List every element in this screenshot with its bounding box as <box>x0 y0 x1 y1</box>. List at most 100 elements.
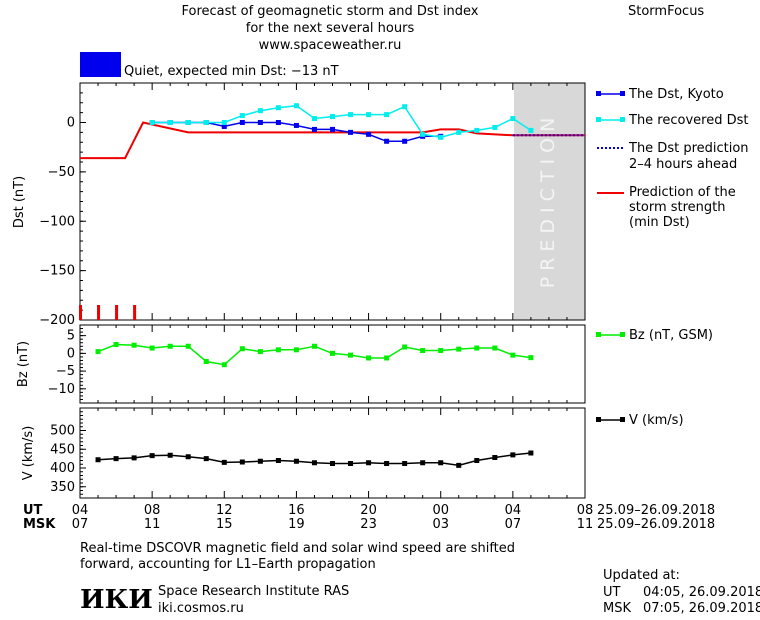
data-point <box>330 350 335 356</box>
legend-v: V (km/s) <box>629 413 684 428</box>
data-point <box>420 131 426 137</box>
data-point <box>239 346 245 352</box>
data-point <box>131 342 137 348</box>
data-point <box>348 129 354 135</box>
data-point <box>293 458 299 464</box>
msk-axis-label: MSK <box>23 517 56 532</box>
brand-name: StormFocus <box>628 4 705 19</box>
legend-dst-prediction-1: The Dst prediction <box>628 141 749 156</box>
data-point <box>185 343 191 349</box>
dst-axis-label: Dst (nT) <box>12 176 27 228</box>
data-point <box>402 138 408 144</box>
data-point <box>456 129 462 135</box>
data-point <box>528 127 534 133</box>
data-point <box>528 355 534 361</box>
dst-panel: PREDICTION 0 −50 −100 −150 −200 Dst (nT) <box>12 82 586 328</box>
data-point <box>257 108 263 114</box>
data-point <box>402 461 408 466</box>
data-point <box>257 458 263 464</box>
kp-bar <box>133 305 137 320</box>
ut-tick-label: 08 <box>144 503 161 518</box>
data-point <box>366 131 372 137</box>
data-point <box>149 345 155 351</box>
data-point <box>239 113 245 119</box>
data-point <box>95 457 101 463</box>
data-point <box>528 450 534 456</box>
v-series <box>95 450 534 468</box>
kp-bar <box>115 305 119 320</box>
msk-tick-label: 15 <box>216 517 233 532</box>
msk-tick-label: 19 <box>288 517 305 532</box>
data-point <box>257 120 263 125</box>
time-axis: UT MSK 25.09–26.09.2018 25.09–26.09.2018… <box>23 503 715 532</box>
data-point <box>203 456 209 462</box>
data-point <box>131 455 137 461</box>
data-point <box>474 345 480 351</box>
data-point <box>330 126 335 132</box>
data-point <box>510 452 516 458</box>
data-point <box>149 453 155 459</box>
ut-tick-label: 16 <box>288 503 305 518</box>
chart-title-line1: Forecast of geomagnetic storm and Dst in… <box>181 4 479 19</box>
y-tick-label: −5 <box>56 364 75 379</box>
msk-tick-label: 11 <box>577 517 594 532</box>
header-url[interactable]: www.spaceweather.ru <box>258 38 402 53</box>
data-point <box>239 459 245 465</box>
updated-ut-label: UT <box>603 585 621 600</box>
data-point <box>311 116 317 122</box>
v-y-ticks: 500 450 400 350 <box>50 408 586 498</box>
ut-tick-label: 04 <box>72 503 89 518</box>
data-point <box>474 127 480 133</box>
data-point <box>113 456 119 462</box>
data-point <box>239 120 245 125</box>
y-tick-label: 500 <box>50 424 75 439</box>
data-point <box>95 349 101 355</box>
v-axis-label: V (km/s) <box>21 426 36 481</box>
data-point <box>293 347 299 353</box>
ut-range: 25.09–26.09.2018 <box>597 503 715 518</box>
data-point <box>293 103 299 109</box>
legend: The Dst, Kyoto The recovered Dst The Dst… <box>596 87 749 428</box>
y-tick-label: 400 <box>50 461 75 476</box>
bz-y-ticks: 5 0 −5 −10 <box>48 325 586 403</box>
data-point <box>330 114 335 120</box>
data-point <box>384 138 390 144</box>
legend-storm-3: (min Dst) <box>629 215 690 230</box>
institute-name: Space Research Institute RAS <box>158 584 350 599</box>
data-point <box>438 348 444 354</box>
y-tick-label: −100 <box>39 214 75 229</box>
bz-panel: 5 0 −5 −10 Bz (nT) <box>16 324 586 404</box>
data-point <box>384 461 390 466</box>
y-tick-label: 350 <box>50 480 75 495</box>
dst-series <box>80 103 585 160</box>
msk-tick-label: 11 <box>144 517 161 532</box>
ut-tick-label: 08 <box>577 503 594 518</box>
ut-tick-label: 00 <box>432 503 449 518</box>
ut-tick-label: 12 <box>216 503 233 518</box>
legend-dst-kyoto: The Dst, Kyoto <box>628 87 724 102</box>
data-point <box>311 126 317 132</box>
legend-bz: Bz (nT, GSM) <box>629 328 713 343</box>
data-point <box>438 134 444 140</box>
msk-tick-label: 23 <box>360 517 377 532</box>
data-point <box>510 352 516 358</box>
data-point <box>167 452 173 458</box>
y-tick-label: 0 <box>67 346 75 361</box>
y-tick-label: −50 <box>48 165 75 180</box>
msk-tick-label: 03 <box>432 517 449 532</box>
ut-axis-label: UT <box>23 503 43 518</box>
y-tick-label: −200 <box>39 313 75 328</box>
y-tick-label: 0 <box>67 116 75 131</box>
data-point <box>348 461 354 466</box>
data-point <box>384 112 390 118</box>
kp-bar <box>79 305 82 320</box>
kp-bars <box>79 305 137 320</box>
msk-tick-label: 07 <box>72 517 89 532</box>
data-point <box>221 362 227 368</box>
y-tick-label: 5 <box>67 329 75 344</box>
data-point <box>384 355 390 361</box>
institute-site[interactable]: iki.cosmos.ru <box>158 601 244 616</box>
data-point <box>492 124 498 130</box>
data-point <box>167 343 173 349</box>
updated-msk-label: MSK <box>603 601 631 616</box>
